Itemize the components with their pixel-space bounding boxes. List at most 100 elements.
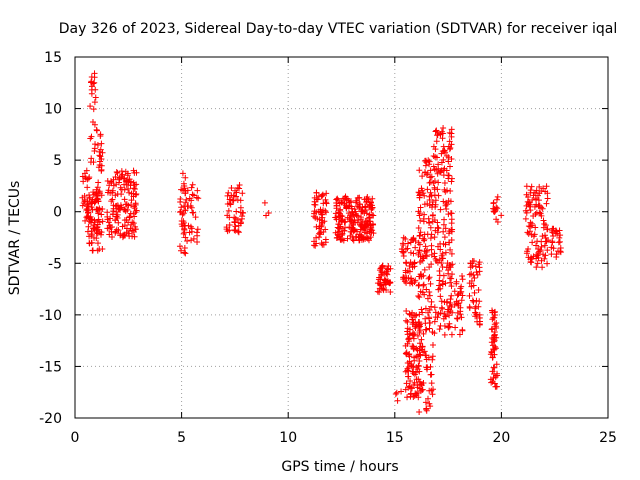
data-point (533, 264, 540, 271)
data-point (176, 243, 183, 250)
data-point (131, 205, 138, 212)
data-point (94, 240, 101, 247)
data-point (440, 221, 447, 228)
data-point (386, 280, 393, 287)
data-point (430, 143, 437, 150)
data-point (427, 224, 434, 231)
data-point (428, 371, 435, 378)
data-point (98, 156, 105, 163)
data-point (405, 335, 412, 342)
data-point (407, 377, 414, 384)
data-point (261, 199, 268, 206)
data-point (417, 388, 424, 395)
data-point (87, 135, 94, 142)
data-point (533, 201, 540, 208)
data-point (440, 172, 447, 179)
data-point (527, 258, 534, 265)
data-point (88, 232, 95, 239)
data-point (337, 236, 344, 243)
data-point (421, 211, 428, 218)
data-point (538, 243, 545, 250)
data-point (189, 191, 196, 198)
data-point (453, 315, 460, 322)
data-point (99, 149, 106, 156)
data-point (431, 192, 438, 199)
data-point (424, 247, 431, 254)
data-point (98, 231, 105, 238)
data-point (458, 297, 465, 304)
data-point (183, 196, 190, 203)
data-point (233, 208, 240, 215)
data-point (426, 306, 433, 313)
data-point (184, 187, 191, 194)
data-point (404, 365, 411, 372)
data-point (548, 251, 555, 258)
data-point (440, 125, 447, 132)
data-point (529, 196, 536, 203)
data-point (533, 242, 540, 249)
data-point (539, 251, 546, 258)
data-point (333, 216, 340, 223)
data-point (403, 260, 410, 267)
data-point (466, 280, 473, 287)
data-point (456, 331, 463, 338)
data-point (184, 238, 191, 245)
data-point (122, 208, 129, 215)
data-point (235, 228, 242, 235)
data-point (425, 215, 432, 222)
data-point (475, 287, 482, 294)
data-point (491, 328, 498, 335)
data-point (91, 74, 98, 81)
data-point (125, 219, 132, 226)
data-point (226, 227, 233, 234)
data-point (412, 312, 419, 319)
data-point (127, 225, 134, 232)
data-point (418, 346, 425, 353)
data-point (95, 216, 102, 223)
data-point (458, 314, 465, 321)
data-point (194, 232, 201, 239)
data-point (387, 288, 394, 295)
data-point (440, 228, 447, 235)
data-point (424, 186, 431, 193)
data-point (438, 128, 445, 135)
data-point (490, 375, 497, 382)
data-point (490, 336, 497, 343)
data-point (448, 130, 455, 137)
data-point (431, 304, 438, 311)
data-point (432, 314, 439, 321)
data-point (446, 302, 453, 309)
data-point (449, 309, 456, 316)
data-point (322, 239, 329, 246)
data-point (426, 292, 433, 299)
data-point (114, 214, 121, 221)
data-point (376, 289, 383, 296)
data-point (458, 283, 465, 290)
y-tick-label: 0 (53, 205, 62, 221)
data-point (336, 200, 343, 207)
data-point (427, 174, 434, 181)
data-point (409, 236, 416, 243)
data-point (123, 181, 130, 188)
data-point (432, 201, 439, 208)
data-point (426, 202, 433, 209)
data-point (319, 214, 326, 221)
data-point (415, 225, 422, 232)
data-point (441, 310, 448, 317)
data-point (492, 345, 499, 352)
data-point (445, 197, 452, 204)
data-point (556, 238, 563, 245)
data-point (476, 264, 483, 271)
data-point (435, 161, 442, 168)
data-point (79, 202, 86, 209)
data-point (422, 243, 429, 250)
data-point (431, 178, 438, 185)
data-point (468, 283, 475, 290)
data-point (188, 237, 195, 244)
data-point (378, 282, 385, 289)
data-point (85, 203, 92, 210)
data-point (133, 169, 140, 176)
data-point (549, 239, 556, 246)
data-point (431, 166, 438, 173)
data-point (446, 163, 453, 170)
